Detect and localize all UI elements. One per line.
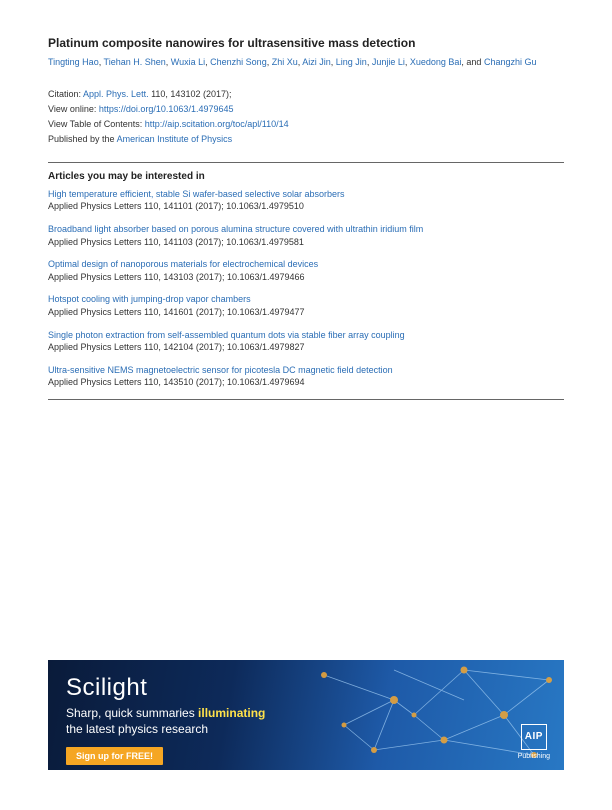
related-meta: Applied Physics Letters 110, 141103 (201… xyxy=(48,236,564,249)
related-item: High temperature efficient, stable Si wa… xyxy=(48,188,564,213)
author-list: Tingting Hao, Tiehan H. Shen, Wuxia Li, … xyxy=(48,56,564,69)
citation-line: Citation: Appl. Phys. Lett. 110, 143102 … xyxy=(48,87,564,102)
related-item: Hotspot cooling with jumping-drop vapor … xyxy=(48,293,564,318)
tagline-highlight: illuminating xyxy=(198,706,265,720)
volume-pages: 110, 143102 (2017); xyxy=(149,89,232,99)
related-meta: Applied Physics Letters 110, 143510 (201… xyxy=(48,376,564,389)
aip-logo-sub: Publishing xyxy=(518,753,550,760)
author-link[interactable]: Tiehan H. Shen xyxy=(104,57,166,67)
related-title-link[interactable]: Ultra-sensitive NEMS magnetoelectric sen… xyxy=(48,365,393,375)
author-link[interactable]: Aizi Jin xyxy=(302,57,331,67)
aip-logo-box: AIP xyxy=(521,724,547,750)
author-link[interactable]: Tingting Hao xyxy=(48,57,99,67)
author-link[interactable]: Changzhi Gu xyxy=(484,57,537,67)
author-link[interactable]: Ling Jin xyxy=(336,57,367,67)
divider xyxy=(48,162,564,163)
related-title-link[interactable]: Optimal design of nanoporous materials f… xyxy=(48,259,318,269)
publisher-line: Published by the American Institute of P… xyxy=(48,132,564,147)
publisher-link[interactable]: American Institute of Physics xyxy=(117,134,233,144)
doi-link[interactable]: https://doi.org/10.1063/1.4979645 xyxy=(99,104,234,114)
related-item: Optimal design of nanoporous materials f… xyxy=(48,258,564,283)
related-title-link[interactable]: Single photon extraction from self-assem… xyxy=(48,330,405,340)
related-heading: Articles you may be interested in xyxy=(48,171,564,182)
author-link[interactable]: Xuedong Bai xyxy=(410,57,462,67)
related-meta: Applied Physics Letters 110, 141601 (201… xyxy=(48,306,564,319)
related-list: High temperature efficient, stable Si wa… xyxy=(48,188,564,389)
tagline-part-b: the latest physics research xyxy=(66,722,208,736)
published-label: Published by the xyxy=(48,134,117,144)
toc-label: View Table of Contents: xyxy=(48,119,145,129)
related-meta: Applied Physics Letters 110, 142104 (201… xyxy=(48,341,564,354)
view-online-line: View online: https://doi.org/10.1063/1.4… xyxy=(48,102,564,117)
citation-prefix: Citation: xyxy=(48,89,83,99)
divider xyxy=(48,399,564,400)
related-meta: Applied Physics Letters 110, 141101 (201… xyxy=(48,200,564,213)
related-title-link[interactable]: Hotspot cooling with jumping-drop vapor … xyxy=(48,294,251,304)
related-item: Ultra-sensitive NEMS magnetoelectric sen… xyxy=(48,364,564,389)
signup-button[interactable]: Sign up for FREE! xyxy=(66,747,163,765)
toc-link[interactable]: http://aip.scitation.org/toc/apl/110/14 xyxy=(145,119,289,129)
author-link[interactable]: Wuxia Li xyxy=(171,57,205,67)
author-link[interactable]: Chenzhi Song xyxy=(210,57,267,67)
toc-line: View Table of Contents: http://aip.scita… xyxy=(48,117,564,132)
aip-logo: AIP Publishing xyxy=(518,724,550,760)
related-meta: Applied Physics Letters 110, 143103 (201… xyxy=(48,271,564,284)
author-link[interactable]: Junjie Li xyxy=(372,57,405,67)
journal-link[interactable]: Appl. Phys. Lett. xyxy=(83,89,149,99)
tagline-part-a: Sharp, quick summaries xyxy=(66,706,198,720)
related-item: Single photon extraction from self-assem… xyxy=(48,329,564,354)
related-title-link[interactable]: High temperature efficient, stable Si wa… xyxy=(48,189,344,199)
scilight-banner[interactable]: Scilight Sharp, quick summaries illumina… xyxy=(48,660,564,770)
citation-block: Citation: Appl. Phys. Lett. 110, 143102 … xyxy=(48,87,564,148)
related-item: Broadband light absorber based on porous… xyxy=(48,223,564,248)
author-link[interactable]: Zhi Xu xyxy=(272,57,298,67)
article-title: Platinum composite nanowires for ultrase… xyxy=(48,36,564,50)
view-online-label: View online: xyxy=(48,104,99,114)
related-title-link[interactable]: Broadband light absorber based on porous… xyxy=(48,224,423,234)
